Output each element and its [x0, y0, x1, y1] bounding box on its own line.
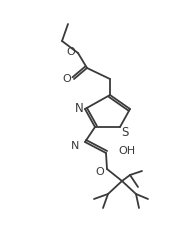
Text: OH: OH [118, 145, 135, 155]
Text: S: S [121, 125, 129, 138]
Text: N: N [75, 102, 83, 115]
Text: O: O [63, 74, 71, 84]
Text: O: O [96, 166, 104, 176]
Text: N: N [71, 140, 79, 150]
Text: O: O [67, 47, 75, 57]
